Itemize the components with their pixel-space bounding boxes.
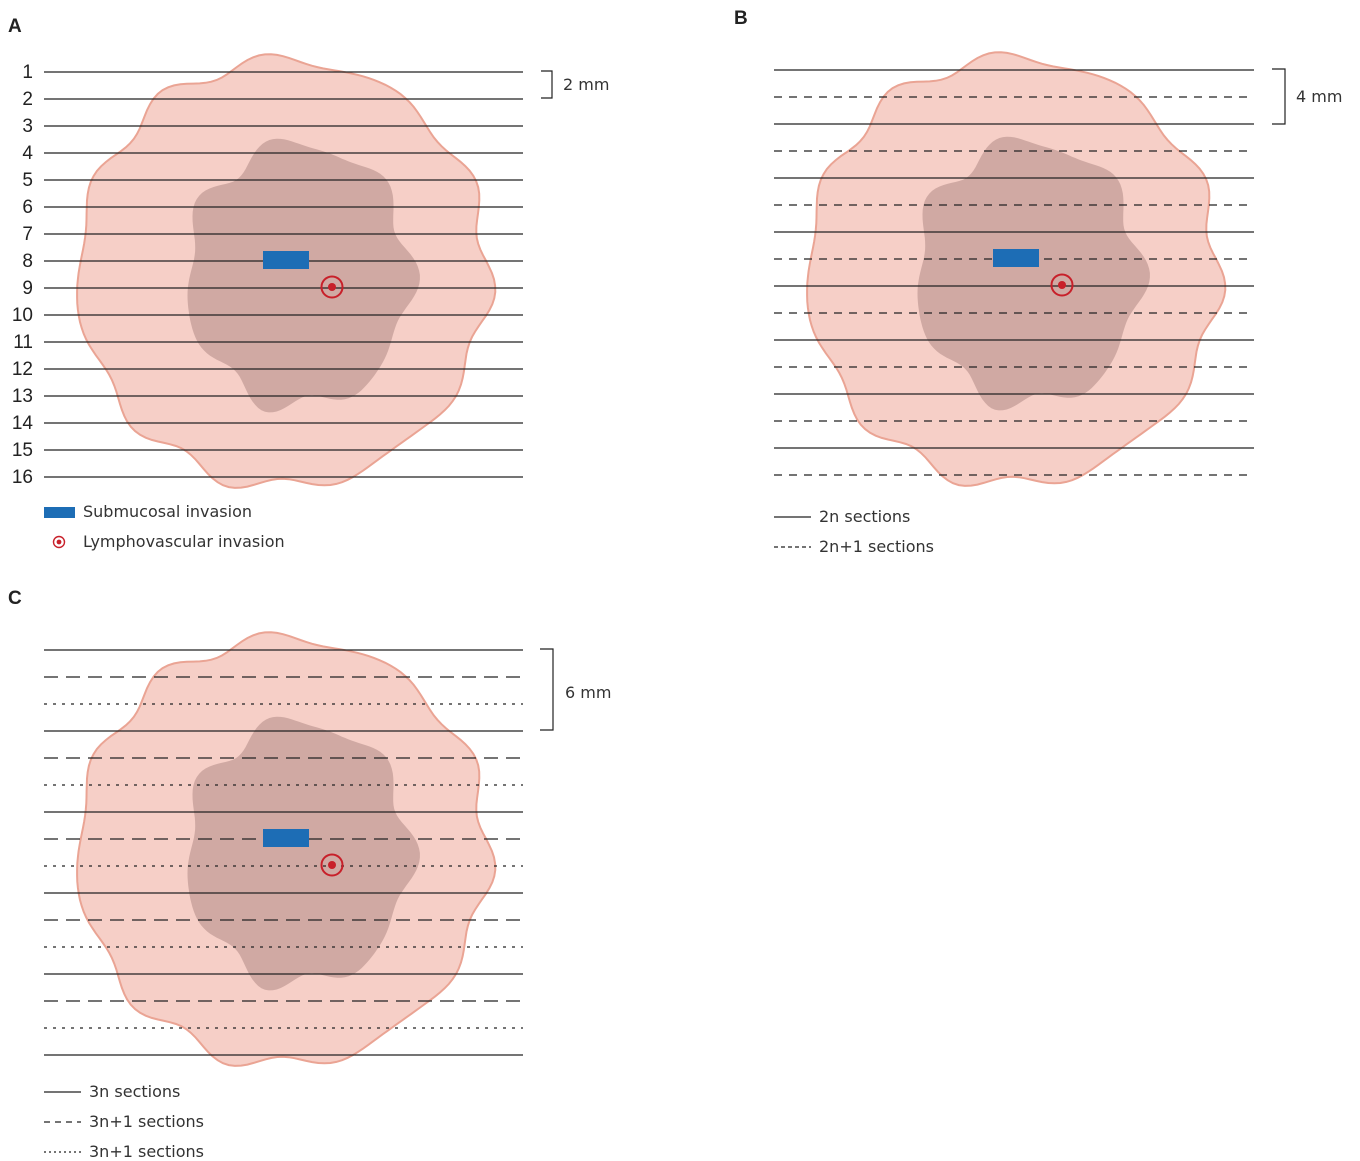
- panel-c: [44, 631, 523, 1067]
- row-number-14: 14: [12, 413, 34, 434]
- legend-lymphovascular-label: Lymphovascular invasion: [83, 532, 285, 551]
- row-number-2: 2: [22, 89, 33, 110]
- legend-3n1-dash-label: 3n+1 sections: [89, 1112, 204, 1131]
- row-number-16: 16: [12, 467, 33, 488]
- panel-letter-a: A: [8, 16, 22, 37]
- legend-submucosal-label: Submucosal invasion: [83, 502, 252, 521]
- lymphovascular-invasion-marker: [320, 275, 344, 299]
- submucosal-invasion-marker: [263, 251, 309, 269]
- row-number-4: 4: [22, 143, 33, 164]
- panel-b: [774, 51, 1254, 487]
- row-number-6: 6: [22, 197, 33, 218]
- lymphovascular-invasion-marker: [320, 853, 344, 877]
- row-number-10: 10: [12, 305, 33, 326]
- legend-3n-label: 3n sections: [89, 1082, 180, 1101]
- row-number-5: 5: [22, 170, 33, 191]
- submucosal-invasion-marker: [993, 249, 1039, 267]
- row-number-9: 9: [22, 278, 33, 299]
- legend-3n1-dotted-label: 3n+1 sections: [89, 1142, 204, 1161]
- panel-letter-c: C: [8, 588, 22, 609]
- legend-2n1-label: 2n+1 sections: [819, 537, 934, 556]
- row-number-11: 11: [13, 332, 33, 353]
- row-number-12: 12: [12, 359, 33, 380]
- row-number-13: 13: [12, 386, 33, 407]
- submucosal-invasion-marker: [263, 829, 309, 847]
- interval-label-a: 2 mm: [563, 75, 609, 94]
- row-number-8: 8: [22, 251, 33, 272]
- legend-2n-label: 2n sections: [819, 507, 910, 526]
- row-number-3: 3: [22, 116, 33, 137]
- lymphovascular-invasion-marker: [1050, 273, 1074, 297]
- lymphovascular-legend-icon: [52, 535, 66, 549]
- interval-bracket-b: [1272, 68, 1286, 125]
- row-number-1: 1: [22, 62, 33, 83]
- interval-bracket-c: [540, 648, 554, 731]
- interval-label-b: 4 mm: [1296, 87, 1342, 106]
- interval-label-c: 6 mm: [565, 683, 611, 702]
- submucosal-legend-icon: [44, 507, 75, 518]
- interval-bracket-a: [541, 70, 553, 99]
- panel-letter-b: B: [734, 8, 748, 29]
- row-number-7: 7: [22, 224, 33, 245]
- row-number-15: 15: [12, 440, 33, 461]
